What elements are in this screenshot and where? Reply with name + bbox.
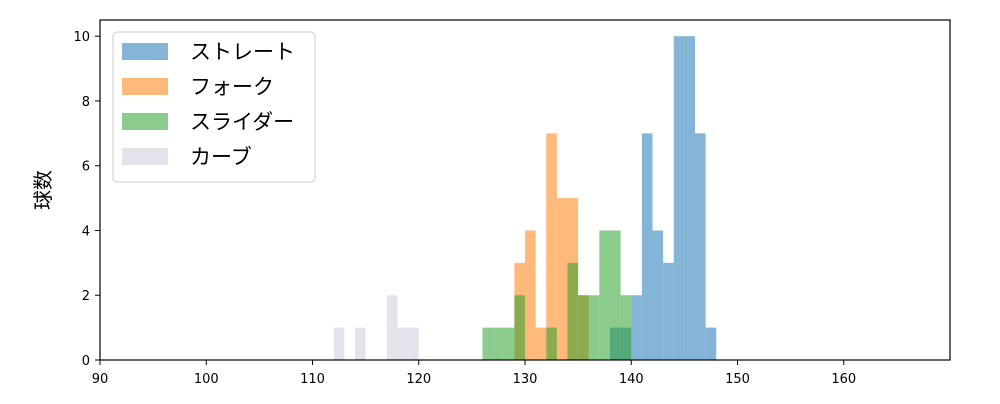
x-tick-label: 100 [194,372,219,387]
legend-label: フォーク [190,75,274,99]
histogram-bar [620,295,632,360]
axes-layer: 90 100 110 120 130 140 150 160 0 2 4 6 8 10 [73,19,951,387]
legend-label: スライダー [190,110,294,134]
x-tick-label: 110 [300,372,325,387]
histogram-bar [663,262,674,360]
histogram-bar [599,230,610,360]
histogram-bar [482,327,494,360]
histogram-bar [652,230,664,360]
legend-swatch [122,78,168,95]
x-tick-label: 140 [619,372,644,387]
histogram-bar [631,295,642,360]
y-tick-label: 2 [82,289,90,304]
histogram-bar [514,295,525,360]
histogram-bar [641,133,653,360]
histogram-bar [695,133,706,360]
x-tick-label: 130 [513,372,538,387]
y-tick-label: 0 [82,354,90,369]
y-axis-label: 球数 [31,170,55,210]
y-tick-label: 8 [82,95,90,110]
y-tick-label: 10 [73,30,90,45]
histogram-bar [333,327,345,360]
histogram-bar [705,327,717,360]
x-tick-label: 160 [831,372,856,387]
histogram-bar [546,133,557,360]
x-tick-label: 120 [406,372,431,387]
histogram-bar [525,230,536,360]
legend-swatch [122,113,168,130]
histogram-bar [535,327,547,360]
histogram-bar [578,295,589,360]
histogram-bar [386,295,398,360]
x-tick-label: 90 [92,372,109,387]
x-tick-label: 150 [725,372,750,387]
histogram-bar [588,295,600,360]
histogram-bar [673,36,685,360]
histogram-bar [684,36,695,360]
histogram-bar [610,230,621,360]
legend-label: ストレート [190,40,295,64]
histogram-bar [408,327,419,360]
histogram-bar [546,327,557,360]
legend-label: カーブ [190,145,252,169]
histogram-bar [556,198,568,360]
legend-swatch [122,43,168,60]
histogram-bar [493,327,504,360]
legend-box [112,31,316,183]
series-2 [482,230,632,360]
histogram-bar [503,327,515,360]
histogram-bar [355,327,366,360]
series-3 [333,295,419,360]
histogram-bar [397,327,409,360]
bars-layer [333,36,717,360]
histogram-bar [567,262,579,360]
y-tick-label: 4 [82,224,90,239]
y-tick-label: 6 [82,160,90,175]
legend-swatch [122,148,168,165]
